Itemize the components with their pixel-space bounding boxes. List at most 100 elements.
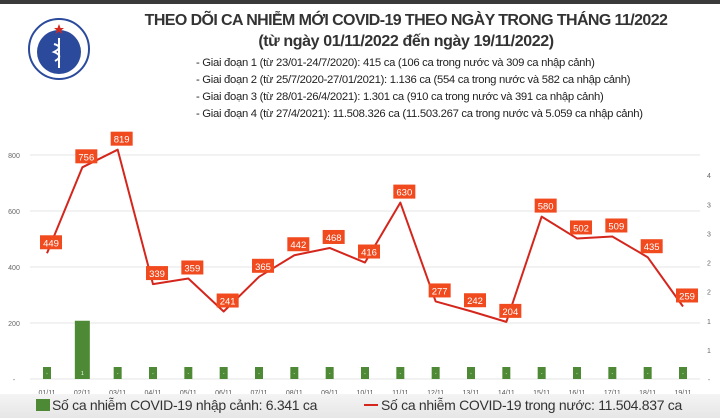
legend-item-imported: Số ca nhiễm COVID-19 nhập cảnh: 6.341 ca xyxy=(36,397,317,413)
line-data-label: 756 xyxy=(78,152,94,163)
line-data-label: 416 xyxy=(361,248,377,259)
ministry-of-health-logo xyxy=(28,18,90,80)
legend: Số ca nhiễm COVID-19 nhập cảnh: 6.341 ca… xyxy=(0,394,720,418)
bar-data-label: - xyxy=(258,371,260,377)
top-border xyxy=(0,0,720,4)
bar-imported xyxy=(43,367,51,379)
x-axis-tick: 16/11 xyxy=(569,390,586,394)
bar-imported xyxy=(361,367,369,379)
line-data-label-box xyxy=(499,303,522,318)
x-axis-tick: 17/11 xyxy=(604,390,621,394)
left-axis-tick: 600 xyxy=(8,209,20,216)
bar-imported xyxy=(431,367,440,379)
x-axis-tick: 13/11 xyxy=(463,390,480,394)
line-data-label-box xyxy=(322,229,345,244)
x-axis-tick: 09/11 xyxy=(321,390,338,394)
line-data-label: 259 xyxy=(679,291,695,302)
x-axis-tick: 10/11 xyxy=(357,390,374,394)
covid-cases-chart: - 200 400 600 800 - 1 1 2 2 3 3 4 - 1 - - - - - - - - - - - - - - - - -… xyxy=(8,131,711,394)
bar-data-label: - xyxy=(611,371,613,377)
right-axis-tick: 2 xyxy=(707,261,711,268)
bar-data-label: - xyxy=(46,371,48,377)
bar-data-label: - xyxy=(293,371,295,377)
line-data-label-box xyxy=(534,198,557,213)
bar-imported xyxy=(573,367,581,379)
bar-data-label: - xyxy=(399,371,401,377)
x-axis-tick: 11/11 xyxy=(392,390,409,394)
right-axis-tick: 3 xyxy=(707,202,711,209)
bar-imported xyxy=(290,367,299,379)
bar-imported xyxy=(219,367,228,379)
x-axis-tick: 12/11 xyxy=(427,390,444,394)
line-data-label: 241 xyxy=(220,297,236,308)
bar-data-label: - xyxy=(435,371,437,377)
x-axis-tick: 19/11 xyxy=(675,390,692,394)
bar-data-label: - xyxy=(470,371,472,377)
line-data-label: 442 xyxy=(290,240,306,251)
x-axis-tick: 06/11 xyxy=(215,390,232,394)
line-data-label: 580 xyxy=(538,202,554,213)
x-axis-tick: 18/11 xyxy=(639,390,656,394)
line-data-label-box xyxy=(464,293,486,308)
bar-imported xyxy=(74,320,90,379)
right-axis-tick: 1 xyxy=(707,319,711,326)
bar-imported xyxy=(184,367,193,379)
line-data-label-box xyxy=(640,239,663,254)
line-data-label-box xyxy=(287,237,310,252)
phase-summary: - Giai đoạn 1 (từ 23/01-24/7/2020): 415 … xyxy=(196,55,643,123)
phase-3-text: - Giai đoạn 3 (từ 28/01-26/4/2021): 1.30… xyxy=(196,91,604,103)
bar-imported xyxy=(325,367,334,379)
x-axis-tick: 14/11 xyxy=(498,390,515,394)
bar-data-label: - xyxy=(187,371,189,377)
left-axis-tick: 400 xyxy=(8,265,20,272)
phase-4-text: - Giai đoạn 4 (từ 27/4/2021): 11.508.326… xyxy=(196,108,643,120)
bar-imported xyxy=(467,367,475,379)
legend-item-domestic: Số ca nhiễm COVID-19 trong nước: 11.504.… xyxy=(364,397,682,413)
bar-data-label: - xyxy=(152,371,154,377)
chart-subtitle: (từ ngày 01/11/2022 đến ngày 19/11/2022) xyxy=(258,33,554,50)
x-axis-tick: 02/11 xyxy=(74,390,91,394)
line-data-label-box xyxy=(358,244,380,259)
right-axis-tick: 3 xyxy=(707,231,711,238)
right-axis-tick: - xyxy=(708,377,711,384)
line-data-label: 204 xyxy=(502,307,518,318)
bar-imported xyxy=(608,367,617,379)
bar-data-label: - xyxy=(223,371,225,377)
bar-imported xyxy=(255,367,263,379)
bar-data-label: - xyxy=(364,371,366,377)
bar-data-label: - xyxy=(647,371,649,377)
x-axis-tick: 15/11 xyxy=(533,390,550,394)
line-data-label-box xyxy=(146,266,168,281)
bar-data-label: - xyxy=(541,371,543,377)
x-axis-tick: 03/11 xyxy=(109,390,126,394)
bar-imported xyxy=(113,367,122,379)
chart-title: THEO DÕI CA NHIỄM MỚI COVID-19 THEO NGÀY… xyxy=(144,12,668,29)
left-axis-tick: 800 xyxy=(8,153,20,160)
line-data-label-box xyxy=(605,218,628,233)
legend-swatch-bar xyxy=(36,399,50,411)
x-axis-tick: 04/11 xyxy=(145,390,162,394)
line-data-label: 339 xyxy=(149,269,165,280)
line-data-label-box xyxy=(75,149,98,164)
right-axis-tick: 4 xyxy=(707,173,711,180)
line-domestic xyxy=(46,148,684,323)
line-data-label-box xyxy=(570,220,592,235)
line-data-label: 468 xyxy=(326,233,342,244)
line-data-label-box xyxy=(216,293,239,308)
line-data-label-box xyxy=(181,260,204,275)
line-data-label-box xyxy=(110,131,133,146)
line-data-label: 630 xyxy=(396,188,412,199)
legend-label-imported: Số ca nhiễm COVID-19 nhập cảnh: 6.341 ca xyxy=(52,397,318,413)
line-data-label-box xyxy=(252,258,274,273)
bar-data-label: - xyxy=(117,371,119,377)
line-data-label: 435 xyxy=(644,242,660,253)
bar-imported xyxy=(537,367,546,379)
bar-imported xyxy=(149,367,157,379)
right-axis-tick: 1 xyxy=(707,348,711,355)
x-axis-tick: 07/11 xyxy=(251,390,268,394)
bar-data-label: - xyxy=(329,371,331,377)
line-data-label: 277 xyxy=(432,286,448,297)
line-data-label: 502 xyxy=(573,223,589,234)
x-axis-tick: 08/11 xyxy=(286,390,303,394)
bar-data-label: - xyxy=(576,371,578,377)
